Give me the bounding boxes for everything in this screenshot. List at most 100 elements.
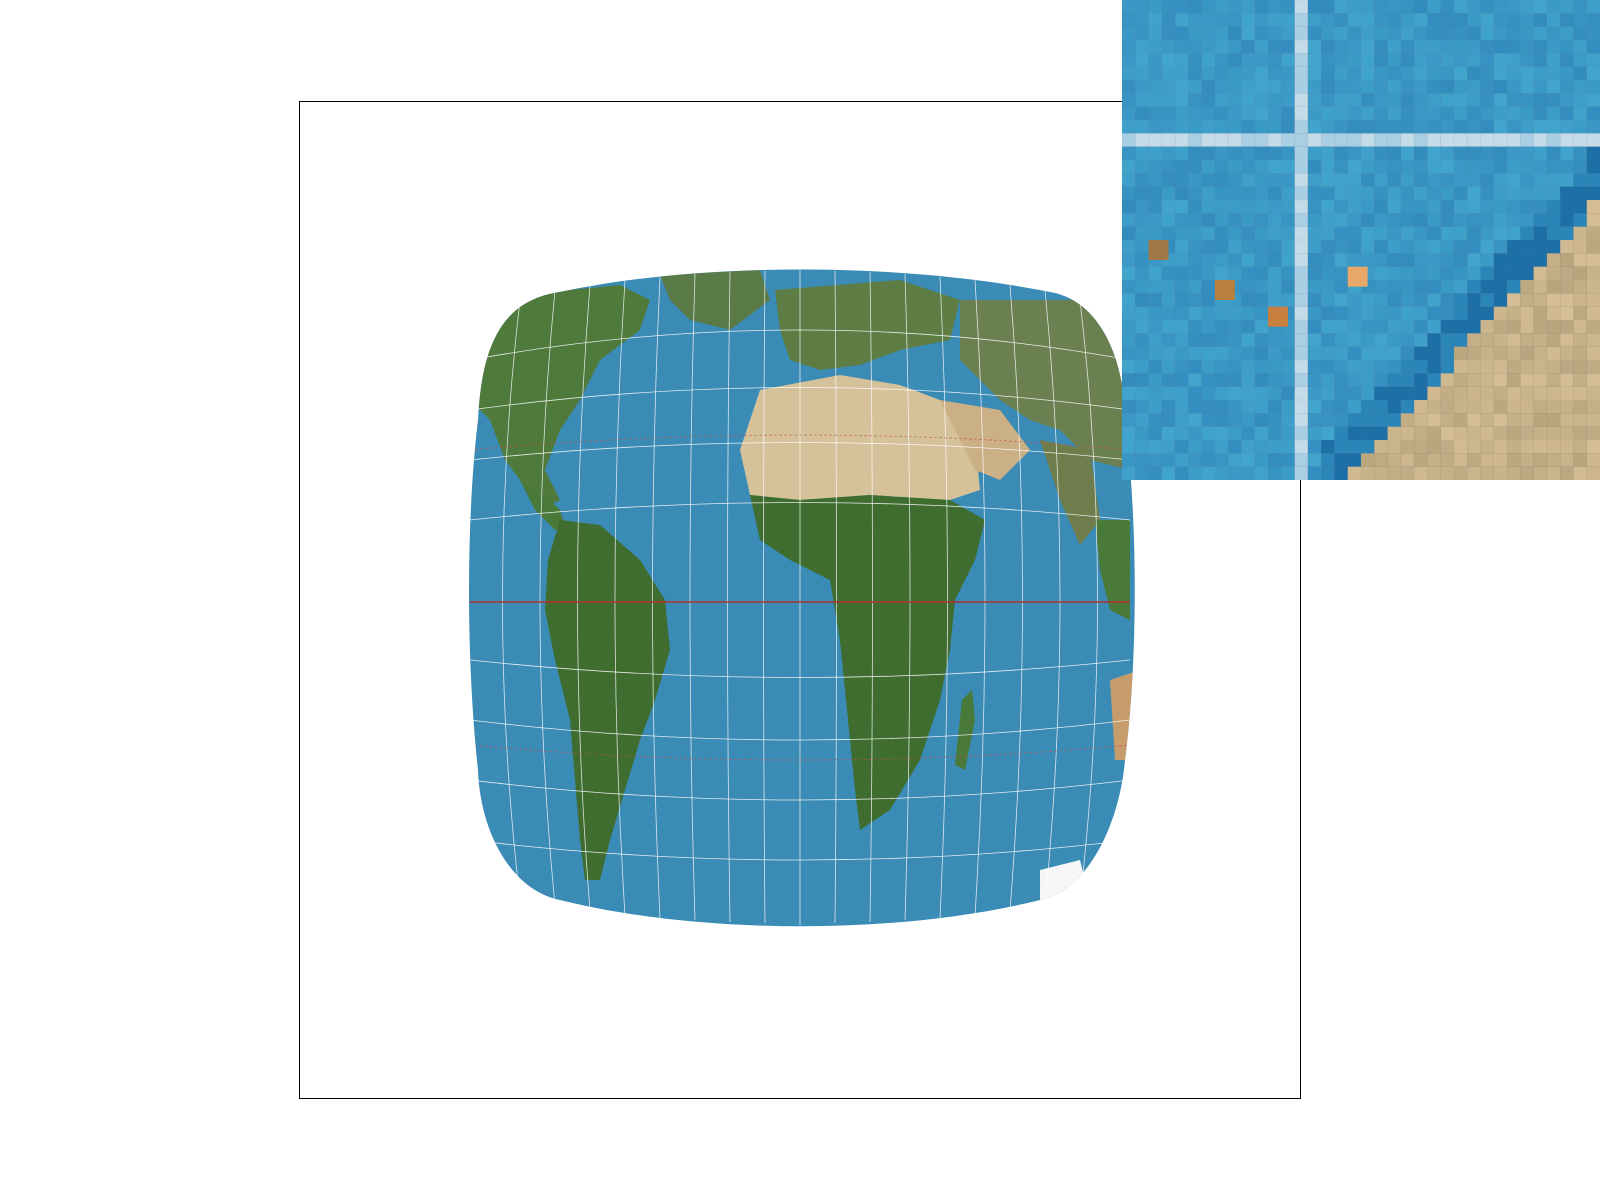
zoom-pixel [1347, 173, 1362, 188]
zoom-pixel [1573, 106, 1588, 121]
zoom-pixel [1281, 106, 1296, 121]
zoom-pixel [1440, 186, 1455, 201]
zoom-pixel [1387, 173, 1402, 188]
zoom-pixel [1374, 359, 1389, 374]
zoom-pixel [1188, 226, 1203, 241]
zoom-pixel [1506, 0, 1521, 14]
zoom-pixel [1281, 279, 1296, 294]
zoom-pixel [1480, 306, 1495, 321]
zoom-pixel [1546, 106, 1561, 121]
zoom-pixel [1546, 79, 1561, 94]
zoom-pixel [1573, 66, 1588, 81]
zoom-pixel [1307, 413, 1322, 428]
zoom-pixel [1453, 319, 1468, 334]
zoom-pixel [1307, 466, 1322, 480]
zoom-pixel [1520, 146, 1535, 161]
zoom-pixel [1374, 399, 1389, 414]
zoom-pixel [1320, 79, 1335, 94]
zoom-pixel [1281, 466, 1296, 480]
zoom-pixel [1188, 346, 1203, 361]
zoom-pixel [1294, 293, 1309, 308]
zoom-pixel [1506, 439, 1521, 454]
zoom-pixel [1188, 159, 1203, 174]
zoom-pixel [1466, 386, 1482, 401]
zoom-pixel [1294, 239, 1309, 254]
zoom-pixel [1201, 279, 1216, 294]
zoom-pixel [1466, 466, 1482, 480]
zoom-pixel [1374, 453, 1389, 468]
zoom-pixel [1520, 453, 1535, 468]
zoom-pixel [1267, 426, 1282, 441]
zoom-pixel [1227, 386, 1243, 401]
zoom-pixel [1520, 199, 1535, 214]
zoom-pixel [1320, 306, 1335, 321]
zoom-pixel [1254, 279, 1269, 294]
zoom-pixel [1135, 26, 1150, 41]
zoom-pixel [1267, 26, 1282, 41]
zoom-pixel [1400, 279, 1415, 294]
zoom-pixel [1360, 466, 1375, 480]
zoom-pixel [1533, 346, 1548, 361]
zoom-pixel [1161, 359, 1176, 374]
zoom-pixel [1334, 93, 1349, 108]
zoom-pixel [1413, 453, 1428, 468]
zoom-pixel [1174, 186, 1189, 201]
zoom-pixel [1427, 279, 1442, 294]
zoom-pixel [1334, 426, 1349, 441]
zoom-pixel [1466, 0, 1482, 14]
zoom-pixel [1254, 39, 1269, 54]
zoom-pixel [1307, 93, 1322, 108]
zoom-pixel [1294, 13, 1309, 28]
zoom-pixel [1281, 226, 1296, 241]
zoom-pixel [1214, 159, 1229, 174]
zoom-pixel [1214, 333, 1229, 348]
zoom-pixel [1559, 466, 1575, 480]
zoom-pixel [1413, 93, 1428, 108]
zoom-pixel [1586, 93, 1600, 108]
zoom-pixel [1440, 266, 1455, 281]
zoom-pixel [1413, 106, 1428, 121]
zoom-pixel [1227, 399, 1243, 414]
zoom-pixel [1307, 159, 1322, 174]
zoom-pixel [1427, 79, 1442, 94]
zoom-pixel [1413, 279, 1428, 294]
zoom-pixel [1320, 106, 1335, 121]
zoom-pixel [1161, 13, 1176, 28]
zoom-pixel [1546, 399, 1561, 414]
zoom-pixel [1188, 413, 1203, 428]
zoom-pixel [1427, 13, 1442, 28]
zoom-pixel [1387, 213, 1402, 228]
zoom-pixel [1307, 106, 1322, 121]
zoom-pixel [1227, 13, 1243, 28]
zoom-pixel [1135, 146, 1150, 161]
zoom-pixel [1387, 333, 1402, 348]
zoom-pixel [1174, 0, 1189, 14]
zoom-pixel [1281, 79, 1296, 94]
zoom-pixel [1520, 426, 1535, 441]
zoom-pixel [1374, 213, 1389, 228]
zoom-pixel [1281, 159, 1296, 174]
zoom-pixel [1387, 239, 1402, 254]
zoom-pixel [1360, 346, 1375, 361]
zoom-pixel [1573, 119, 1588, 134]
zoom-pixel [1201, 293, 1216, 308]
zoom-pixel [1174, 26, 1189, 41]
zoom-pixel [1174, 346, 1189, 361]
zoom-pixel [1559, 146, 1575, 161]
zoom-pixel [1559, 279, 1575, 294]
zoom-pixel [1294, 39, 1309, 54]
zoom-pixel [1122, 13, 1136, 28]
zoom-pixel [1201, 226, 1216, 241]
zoom-pixel [1506, 146, 1521, 161]
zoom-pixel [1347, 466, 1362, 480]
zoom-pixel [1387, 106, 1402, 121]
zoom-pixel [1400, 133, 1415, 148]
zoom-pixel [1122, 466, 1136, 480]
zoom-pixel [1254, 226, 1269, 241]
zoom-pixel [1427, 346, 1442, 361]
zoom-pixel [1254, 239, 1269, 254]
zoom-pixel [1546, 466, 1561, 480]
zoom-pixel [1122, 293, 1136, 308]
zoom-pixel [1506, 39, 1521, 54]
